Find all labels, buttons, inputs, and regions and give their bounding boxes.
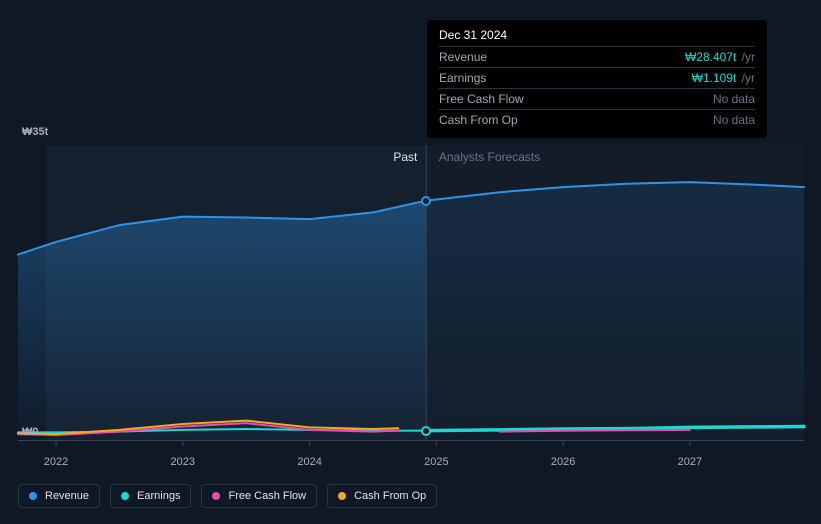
tooltip-row: Earnings₩1.109t /yr <box>439 67 755 88</box>
section-label: Past <box>393 150 417 164</box>
legend-dot <box>338 492 346 500</box>
tooltip-rows: Revenue₩28.407t /yrEarnings₩1.109t /yrFr… <box>439 46 755 130</box>
tooltip-row: Free Cash Flow No data <box>439 88 755 109</box>
legend-item[interactable]: Free Cash Flow <box>201 484 317 508</box>
y-axis-label: ₩0 <box>22 426 39 438</box>
section-label: Analysts Forecasts <box>439 150 540 164</box>
chart-marker <box>421 196 431 206</box>
tooltip-row: Cash From Op No data <box>439 109 755 130</box>
tooltip-date: Dec 31 2024 <box>439 28 755 46</box>
legend: Revenue Earnings Free Cash Flow Cash From O… <box>18 484 437 508</box>
legend-dot <box>29 492 37 500</box>
x-axis-label: 2026 <box>551 456 575 468</box>
tooltip-label: Cash From Op <box>439 113 518 127</box>
legend-label: Revenue <box>45 490 89 502</box>
tooltip-value: ₩1.109t <box>692 71 737 85</box>
tooltip-label: Revenue <box>439 50 487 64</box>
legend-item[interactable]: Revenue <box>18 484 100 508</box>
legend-item[interactable]: Cash From Op <box>327 484 437 508</box>
y-axis-label: ₩35t <box>22 126 48 138</box>
tooltip-value: ₩28.407t <box>685 50 736 64</box>
tooltip: Dec 31 2024 Revenue₩28.407t /yrEarnings₩… <box>427 20 767 138</box>
x-axis-label: 2022 <box>44 456 68 468</box>
x-axis-label: 2023 <box>171 456 195 468</box>
chart-marker <box>421 426 431 436</box>
legend-label: Free Cash Flow <box>228 490 306 502</box>
x-axis-label: 2027 <box>678 456 702 468</box>
legend-item[interactable]: Earnings <box>110 484 191 508</box>
legend-label: Cash From Op <box>354 490 426 502</box>
baseline <box>18 440 804 441</box>
tooltip-row: Revenue₩28.407t /yr <box>439 46 755 67</box>
tooltip-label: Free Cash Flow <box>439 92 524 106</box>
x-axis-label: 2025 <box>424 456 448 468</box>
legend-dot <box>121 492 129 500</box>
x-axis-label: 2024 <box>297 456 321 468</box>
legend-dot <box>212 492 220 500</box>
tooltip-value: No data <box>713 113 755 127</box>
legend-label: Earnings <box>137 490 180 502</box>
tooltip-value: No data <box>713 92 755 106</box>
tooltip-label: Earnings <box>439 71 486 85</box>
